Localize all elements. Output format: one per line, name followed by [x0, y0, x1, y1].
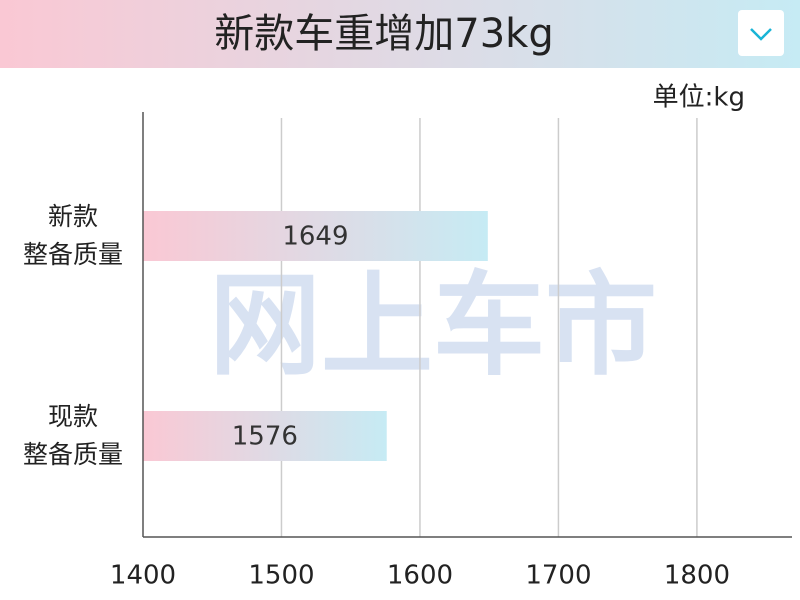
bar: [143, 411, 387, 461]
x-tick-label: 1800: [664, 561, 730, 591]
chart-title: 新款车重增加73kg: [214, 11, 553, 57]
title-band: [0, 0, 800, 68]
bar: [143, 211, 488, 261]
x-tick-label: 1700: [525, 561, 591, 591]
x-tick-label: 1400: [110, 561, 176, 591]
unit-label: 单位:kg: [653, 83, 745, 113]
category-label: 现款 整备质量: [22, 402, 123, 469]
watermark: 网上车市: [209, 261, 657, 391]
value-label: 1576: [232, 422, 298, 452]
value-label: 1649: [282, 222, 348, 252]
chevron-icon: [750, 28, 772, 41]
category-label: 新款 整备质量: [22, 202, 123, 269]
x-tick-label: 1600: [387, 561, 453, 591]
x-tick-label: 1500: [248, 561, 314, 591]
dropdown-button[interactable]: [738, 10, 784, 56]
